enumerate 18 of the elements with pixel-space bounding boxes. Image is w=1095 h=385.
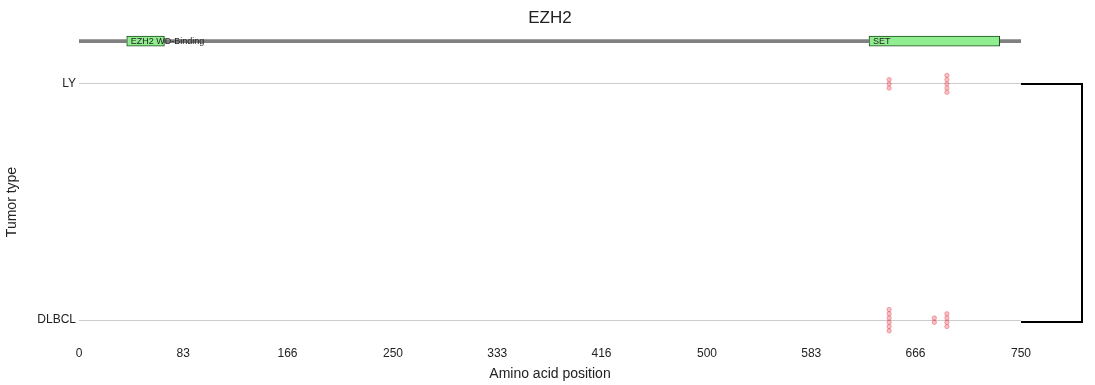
bar [999, 39, 1021, 44]
y-axis-title: Tumor type [3, 166, 20, 238]
chart-title: EZH2 [528, 7, 572, 27]
y-tick-label: LY [62, 76, 76, 91]
x-tick-label: 83 [176, 346, 191, 361]
x-tick-label: 333 [487, 346, 508, 361]
x-tick-label: 750 [1010, 346, 1032, 361]
x-tick-label: 0 [75, 346, 83, 361]
x-tick-label: 250 [382, 346, 404, 361]
y-tick-label: DLBCL [37, 312, 77, 327]
x-tick-label: 583 [801, 346, 822, 361]
x-tick-label: 166 [277, 346, 298, 361]
x-tick-label: 416 [591, 346, 612, 361]
x-tick-label: 666 [905, 346, 926, 361]
data-label: SET [873, 35, 892, 46]
bar [79, 39, 128, 44]
x-axis-title: Amino acid position [489, 365, 611, 382]
x-tick-label: 500 [696, 346, 718, 361]
